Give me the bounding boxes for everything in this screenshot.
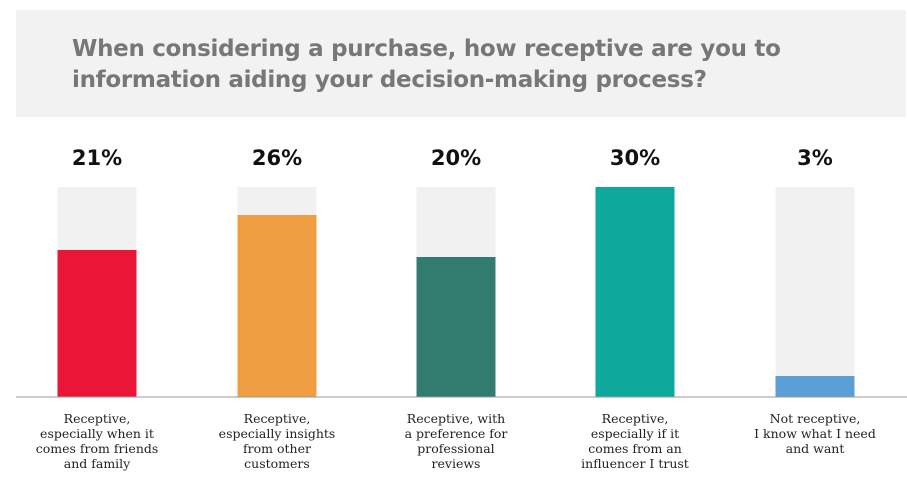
category-label: Not receptive, (770, 411, 861, 426)
category-label: especially if it (591, 426, 679, 441)
category-label: reviews (432, 456, 481, 471)
category-label: comes from an (588, 441, 682, 456)
category-label: from other (243, 441, 311, 456)
category-label: Receptive, (64, 411, 131, 426)
bar (416, 257, 496, 397)
category-label: Receptive, (602, 411, 669, 426)
category-label: especially insights (219, 426, 336, 441)
data-label: 21% (72, 146, 122, 170)
data-label: 20% (431, 146, 481, 170)
category-label: a preference for (405, 426, 508, 441)
title-banner: When considering a purchase, how recepti… (16, 10, 906, 117)
bar (237, 215, 317, 397)
category-label: influencer I trust (581, 456, 689, 471)
category-label: comes from friends (36, 441, 159, 456)
bar-track (775, 187, 855, 397)
category-label: I know what I need (754, 426, 876, 441)
bar (57, 250, 137, 397)
category-label: Receptive, (244, 411, 311, 426)
category-label: and want (786, 441, 845, 456)
data-label: 26% (252, 146, 302, 170)
category-label: Receptive, with (407, 411, 505, 426)
category-label: and family (64, 456, 131, 471)
bar (595, 187, 675, 397)
category-label: professional (417, 441, 494, 456)
data-label: 30% (610, 146, 660, 170)
category-label: customers (244, 456, 310, 471)
chart-title: When considering a purchase, how recepti… (72, 36, 781, 93)
bar (775, 376, 855, 397)
data-label: 3% (797, 146, 833, 170)
category-label: especially when it (40, 426, 154, 441)
